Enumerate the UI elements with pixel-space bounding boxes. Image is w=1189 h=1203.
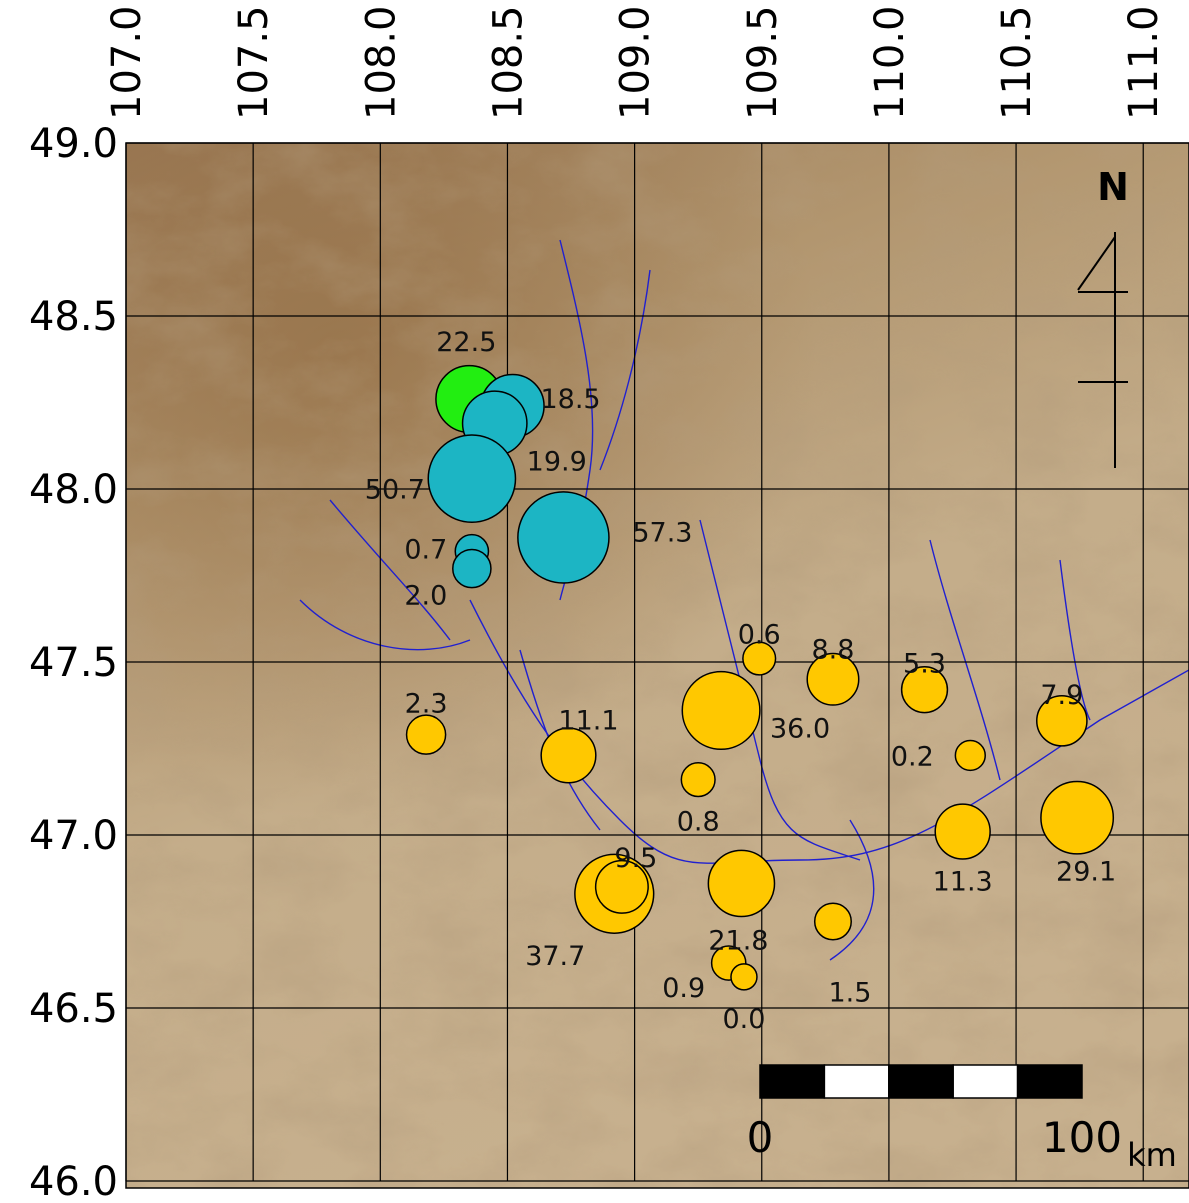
- value-label: 0.9: [662, 973, 705, 1004]
- value-label: 8.8: [811, 634, 854, 665]
- value-label: 1.5: [828, 978, 871, 1009]
- bubble: [815, 903, 852, 940]
- x-tick-label: 109.5: [740, 5, 786, 120]
- scale-label: 100: [1042, 1113, 1122, 1162]
- page: {"chart_data":{"type":"bubble", "xticks"…: [0, 0, 1189, 1203]
- value-label: 11.1: [558, 705, 618, 736]
- north-label: N: [1097, 165, 1129, 209]
- bubble: [955, 740, 985, 770]
- bubble: [681, 763, 715, 797]
- bubble: [428, 435, 515, 522]
- value-label: 11.3: [933, 867, 993, 898]
- y-tick-label: 46.5: [29, 986, 118, 1032]
- map: N 0 100km 107.0 107.5 108.0 108.5 109.0 109.5 1…: [0, 0, 1189, 1203]
- bubble: [407, 715, 446, 754]
- value-label: 57.3: [632, 517, 692, 548]
- scale-unit: km: [1127, 1136, 1177, 1174]
- y-tick-label: 48.5: [29, 294, 118, 340]
- x-tick-label: 111.0: [1121, 5, 1167, 120]
- value-label: 5.3: [903, 649, 946, 680]
- scale-segment: [1018, 1065, 1082, 1098]
- value-label: 21.8: [708, 925, 768, 956]
- value-label: 7.9: [1040, 680, 1083, 711]
- value-label: 36.0: [770, 713, 830, 744]
- y-tick-label: 47.0: [29, 813, 118, 859]
- value-label: 29.1: [1056, 857, 1116, 888]
- x-tick-label: 107.5: [231, 5, 277, 120]
- value-label: 0.7: [404, 534, 447, 565]
- bubble: [682, 672, 760, 750]
- x-tick-label: 107.0: [104, 5, 150, 120]
- y-tick-label: 47.5: [29, 640, 118, 686]
- bubble: [731, 964, 757, 990]
- bubble: [518, 492, 609, 583]
- value-label: 19.9: [527, 446, 587, 477]
- value-label: 22.5: [436, 327, 496, 358]
- x-tick-label: 108.0: [358, 5, 404, 120]
- value-label: 0.6: [738, 620, 781, 651]
- value-label: 9.5: [614, 843, 657, 874]
- value-label: 18.5: [540, 384, 600, 415]
- value-label: 0.8: [677, 807, 720, 838]
- y-tick-label: 48.0: [29, 467, 118, 513]
- terrain: [126, 143, 1189, 1188]
- scale-segment: [760, 1065, 824, 1098]
- x-tick-label: 108.5: [485, 5, 531, 120]
- bubble: [1041, 782, 1113, 854]
- bubble: [935, 804, 990, 859]
- value-label: 0.2: [891, 741, 934, 772]
- bubble: [453, 549, 491, 587]
- y-tick-label: 49.0: [29, 121, 118, 167]
- x-tick-label: 110.0: [867, 5, 913, 120]
- y-tick-label: 46.0: [29, 1159, 118, 1203]
- value-label: 2.0: [404, 581, 447, 612]
- scale-segment: [953, 1065, 1017, 1098]
- x-tick-label: 110.5: [994, 5, 1040, 120]
- value-label: 37.7: [525, 941, 585, 972]
- value-label: 50.7: [365, 475, 425, 506]
- scale-label: 0: [747, 1113, 774, 1162]
- scale-segment: [824, 1065, 888, 1098]
- scale-segment: [889, 1065, 953, 1098]
- bubble: [708, 850, 774, 916]
- value-label: 2.3: [405, 689, 448, 720]
- x-tick-label: 109.0: [613, 5, 659, 120]
- value-label: 0.0: [722, 1004, 765, 1035]
